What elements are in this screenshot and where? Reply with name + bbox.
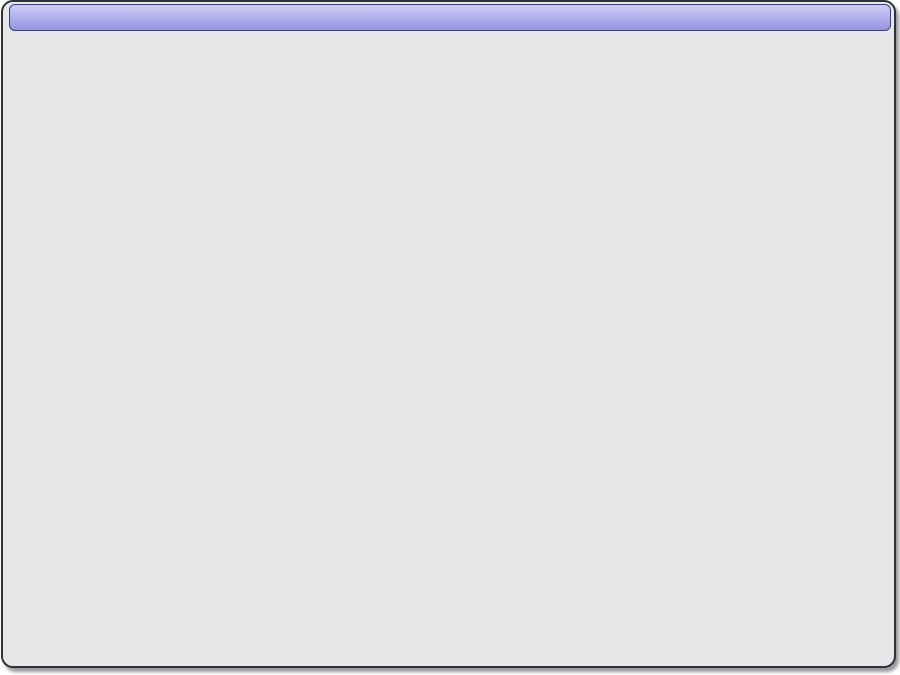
soybeans-axis-label	[4, 71, 24, 191]
contracts-axis-label	[870, 355, 888, 519]
corn-wheat-axis-label	[870, 72, 890, 188]
title-bar	[9, 4, 891, 31]
